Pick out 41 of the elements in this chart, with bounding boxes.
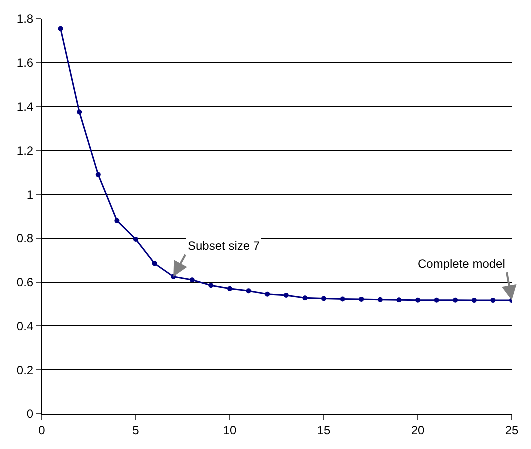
x-tick-label: 15 [317,423,331,438]
point [453,298,458,303]
point [265,292,270,297]
x-tick-label: 5 [132,423,140,438]
point [302,296,308,301]
point [416,298,420,303]
y-tick-label: 0.2 [16,363,34,378]
point [396,298,402,303]
point [208,283,214,288]
y-tick-label: 1 [26,188,34,202]
point [246,288,252,294]
y-tick-label: 0.8 [16,232,34,246]
y-tick-label: 0 [26,407,34,422]
y-tick-label: 1.4 [16,100,34,114]
point [322,296,326,302]
y-tick-label: 1.6 [16,56,34,70]
point [434,298,440,303]
point [228,286,232,292]
y-tick-label: 1.2 [16,144,34,158]
point [284,293,289,298]
y-tick-label: 0.4 [16,319,34,334]
point [77,110,82,115]
point [96,172,101,178]
y-tick-label: 0.6 [16,276,34,290]
point [58,26,64,32]
x-tick-label: 25 [505,423,519,438]
point [340,296,346,302]
x-tick-label: 10 [223,423,237,438]
point [359,296,364,302]
point [472,298,477,304]
point [134,237,138,242]
point [490,298,496,304]
point [378,297,383,302]
x-tick-label: 20 [411,423,425,438]
annotation: Complete model [418,257,506,271]
y-tick-label: 1.8 [16,12,34,26]
point [152,261,158,266]
point [114,218,120,224]
annotation: Subset size 7 [188,239,260,253]
point [190,278,195,283]
x-tick-label: 0 [38,423,46,438]
